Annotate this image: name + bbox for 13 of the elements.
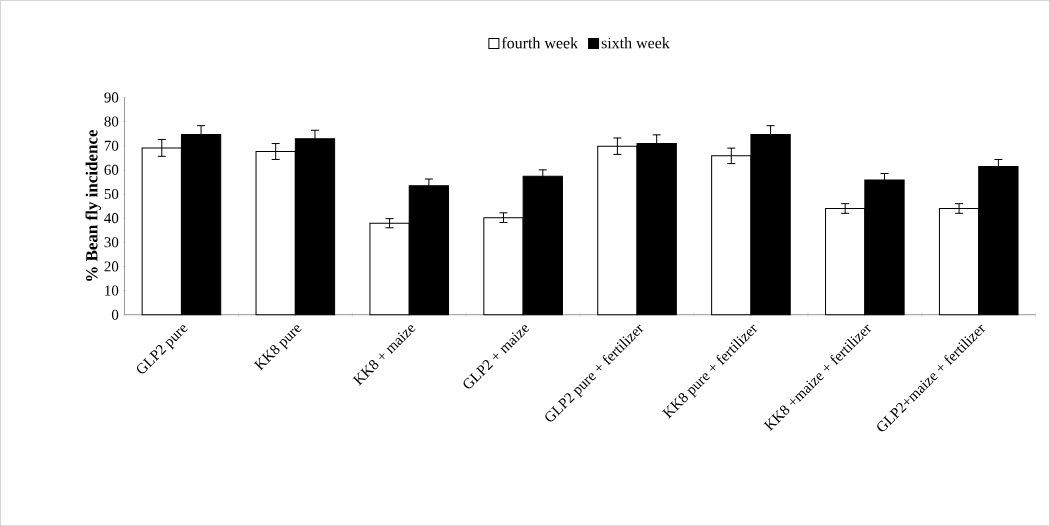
y-tick-label: 60	[104, 164, 119, 175]
y-tick-label: 10	[105, 285, 119, 296]
legend-label: fourth week	[501, 36, 579, 49]
legend-label: sixth week	[601, 36, 670, 49]
y-tick-label: 20	[104, 261, 119, 272]
y-tick-label: 90	[104, 92, 119, 103]
y-axis-title: % Bean fly incidence	[85, 129, 102, 281]
y-tick-label: 70	[104, 140, 119, 151]
y-tick-label: 40	[104, 212, 119, 224]
y-tick-label: 80	[104, 116, 119, 127]
y-tick-label: 30	[104, 237, 119, 248]
y-tick-label: 0	[111, 309, 119, 320]
y-tick-label: 50	[104, 188, 119, 199]
